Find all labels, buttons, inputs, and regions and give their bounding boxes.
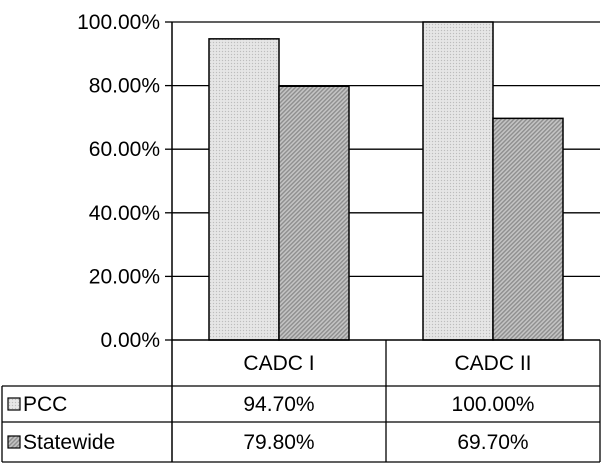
y-tick-label: 80.00% — [89, 75, 160, 98]
x-category-label: CADC II — [454, 352, 531, 375]
bar-statewide-1 — [278, 85, 350, 341]
legend-label-statewide: Statewide — [23, 431, 115, 454]
data-value-label: 79.80% — [243, 431, 314, 454]
legend-label-pcc: PCC — [23, 393, 67, 416]
data-value-label: 94.70% — [243, 393, 314, 416]
x-category-label: CADC I — [243, 352, 314, 375]
legend-key-pcc — [7, 397, 21, 411]
y-tick-label: 100.00% — [77, 11, 160, 34]
legend-key-statewide — [7, 435, 21, 449]
data-value-label: 100.00% — [452, 393, 535, 416]
y-tick-label: 40.00% — [89, 202, 160, 225]
bar-statewide-2 — [492, 117, 564, 341]
y-tick-label: 20.00% — [89, 265, 160, 288]
bar-pcc-1 — [208, 38, 280, 341]
bar-pcc-2 — [422, 21, 494, 341]
data-value-label: 69.70% — [457, 431, 528, 454]
y-tick-label: 60.00% — [89, 138, 160, 161]
y-tick-label: 0.00% — [100, 329, 160, 352]
